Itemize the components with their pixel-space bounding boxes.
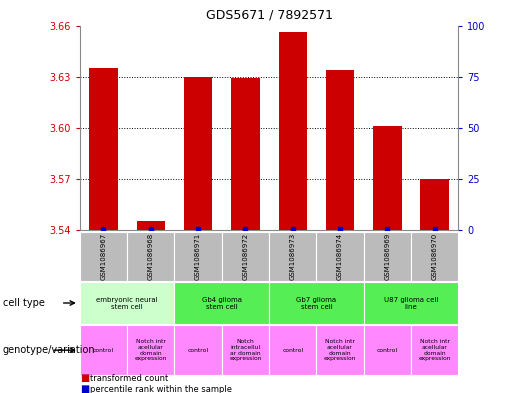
- Bar: [316, 232, 364, 281]
- Bar: [373, 126, 402, 230]
- Text: GSM1086973: GSM1086973: [290, 233, 296, 280]
- Bar: [269, 325, 316, 375]
- Bar: [127, 325, 175, 375]
- Bar: [269, 232, 316, 281]
- Bar: [175, 325, 222, 375]
- Bar: [421, 179, 449, 230]
- Bar: [364, 232, 411, 281]
- Text: Notch intr
acellular
domain
expression: Notch intr acellular domain expression: [134, 339, 167, 361]
- Text: Gb7 glioma
stem cell: Gb7 glioma stem cell: [296, 296, 336, 310]
- Bar: [411, 325, 458, 375]
- Text: GSM1086971: GSM1086971: [195, 233, 201, 280]
- Text: control: control: [187, 348, 209, 353]
- Bar: [80, 282, 175, 324]
- Text: ■: ■: [80, 384, 89, 393]
- Bar: [326, 70, 354, 230]
- Text: GSM1086972: GSM1086972: [243, 233, 248, 280]
- Text: U87 glioma cell
line: U87 glioma cell line: [384, 296, 438, 310]
- Bar: [269, 282, 364, 324]
- Text: percentile rank within the sample: percentile rank within the sample: [90, 385, 232, 393]
- Title: GDS5671 / 7892571: GDS5671 / 7892571: [205, 9, 333, 22]
- Text: cell type: cell type: [3, 298, 44, 308]
- Text: embryonic neural
stem cell: embryonic neural stem cell: [96, 296, 158, 310]
- Bar: [411, 232, 458, 281]
- Text: genotype/variation: genotype/variation: [3, 345, 95, 355]
- Text: GSM1086969: GSM1086969: [384, 233, 390, 280]
- Text: control: control: [377, 348, 398, 353]
- Text: control: control: [93, 348, 114, 353]
- Bar: [231, 78, 260, 230]
- Bar: [175, 282, 269, 324]
- Bar: [279, 32, 307, 230]
- Text: GSM1086968: GSM1086968: [148, 233, 154, 280]
- Text: GSM1086967: GSM1086967: [100, 233, 107, 280]
- Text: Notch intr
acellular
domain
expression: Notch intr acellular domain expression: [419, 339, 451, 361]
- Text: GSM1086974: GSM1086974: [337, 233, 343, 280]
- Bar: [127, 232, 175, 281]
- Text: ■: ■: [80, 373, 89, 384]
- Text: Notch
intracellul
ar domain
expression: Notch intracellul ar domain expression: [229, 339, 262, 361]
- Bar: [80, 325, 127, 375]
- Bar: [364, 282, 458, 324]
- Bar: [222, 325, 269, 375]
- Bar: [80, 232, 127, 281]
- Bar: [175, 232, 222, 281]
- Bar: [136, 221, 165, 230]
- Bar: [89, 68, 117, 230]
- Text: transformed count: transformed count: [90, 374, 168, 383]
- Text: GSM1086970: GSM1086970: [432, 233, 438, 280]
- Bar: [316, 325, 364, 375]
- Text: Gb4 glioma
stem cell: Gb4 glioma stem cell: [202, 296, 242, 310]
- Bar: [364, 325, 411, 375]
- Bar: [184, 77, 212, 230]
- Text: control: control: [282, 348, 303, 353]
- Text: Notch intr
acellular
domain
expression: Notch intr acellular domain expression: [324, 339, 356, 361]
- Bar: [222, 232, 269, 281]
